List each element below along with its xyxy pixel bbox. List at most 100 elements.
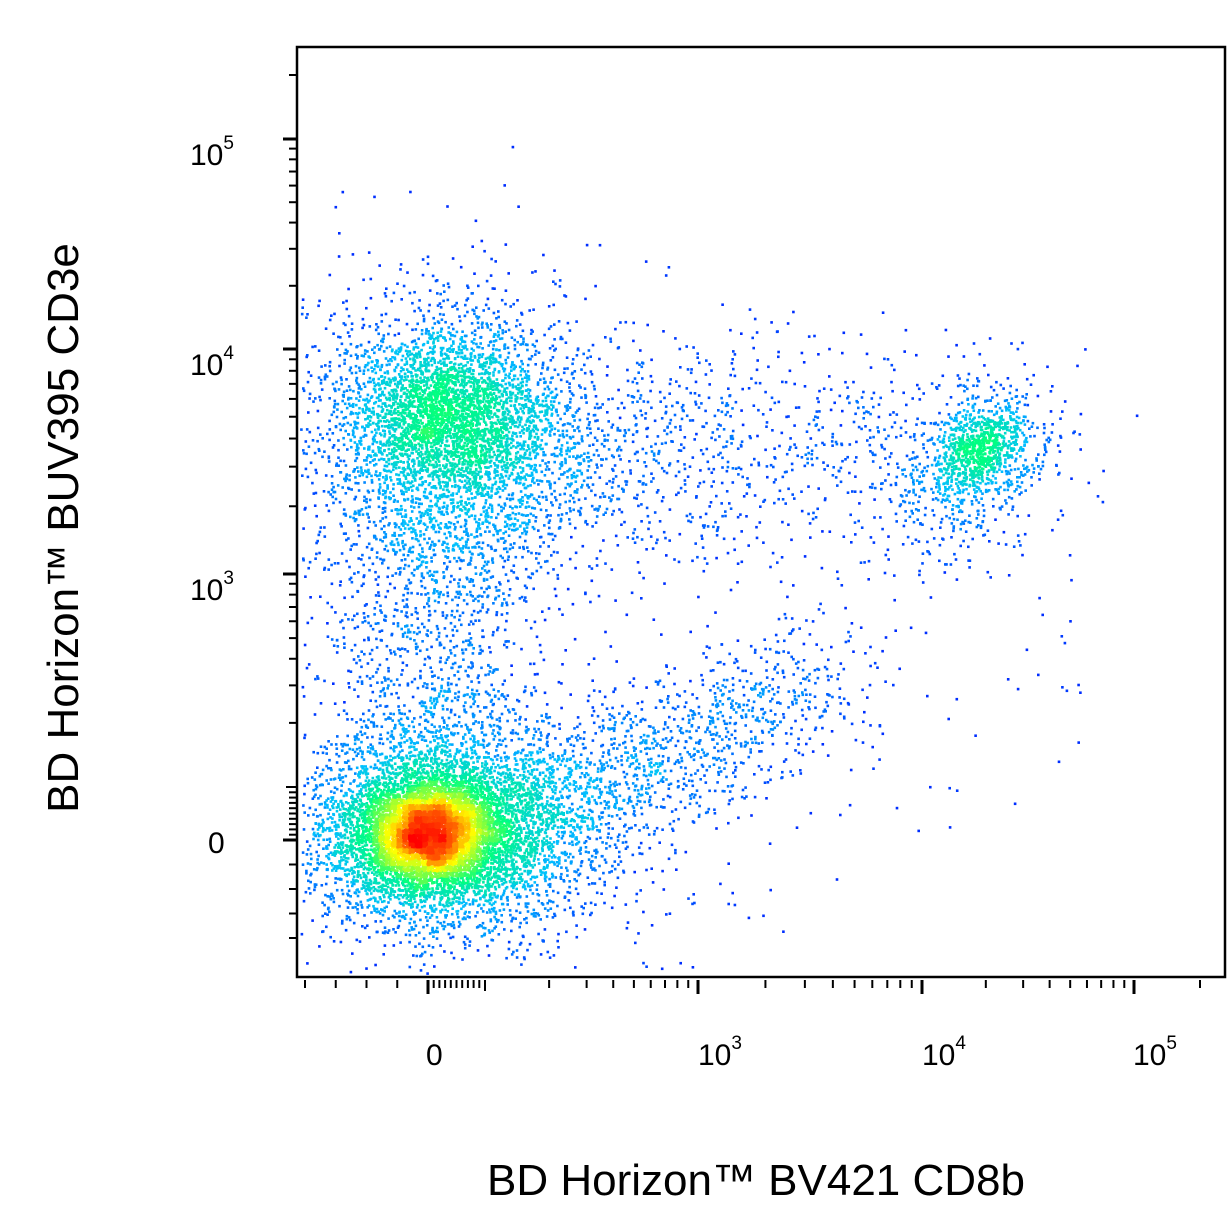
event-dot	[420, 329, 424, 332]
event-dot	[662, 685, 666, 689]
event-dot	[502, 908, 506, 911]
event-dot	[548, 519, 552, 522]
event-dot	[764, 686, 768, 689]
event-dot	[571, 496, 575, 500]
event-dot	[304, 575, 307, 578]
event-dot	[342, 393, 345, 397]
event-dot	[314, 397, 317, 400]
event-dot	[973, 495, 976, 498]
event-dot	[434, 530, 438, 534]
event-dot	[546, 901, 549, 905]
event-dot	[791, 468, 794, 472]
event-dot	[880, 482, 883, 485]
event-dot	[665, 913, 668, 916]
event-dot	[479, 336, 482, 339]
event-dot	[660, 746, 663, 750]
event-dot	[823, 468, 826, 471]
event-dot	[400, 627, 403, 631]
event-dot	[346, 331, 350, 334]
event-dot	[376, 325, 380, 329]
event-dot	[512, 708, 516, 712]
event-dot	[608, 780, 612, 784]
event-dot	[353, 468, 356, 471]
event-dot	[345, 307, 349, 311]
event-dot	[904, 510, 907, 513]
event-dot	[420, 572, 424, 575]
event-dot	[795, 701, 798, 705]
event-dot	[439, 921, 442, 925]
event-dot	[560, 682, 563, 685]
event-dot	[635, 430, 639, 433]
event-dot	[582, 458, 585, 461]
event-dot	[384, 535, 388, 539]
event-dot	[395, 912, 398, 915]
event-dot	[739, 742, 743, 745]
event-dot	[1026, 419, 1030, 423]
event-dot	[520, 311, 523, 315]
event-dot	[314, 345, 317, 348]
event-dot	[620, 487, 624, 491]
event-dot	[466, 284, 469, 288]
event-dot	[573, 370, 577, 373]
event-dot	[392, 291, 396, 295]
event-dot	[1047, 440, 1051, 444]
event-dot	[444, 699, 448, 702]
event-dot	[422, 317, 426, 321]
event-dot	[991, 396, 994, 399]
event-dot	[757, 463, 761, 467]
event-dot	[459, 593, 463, 596]
event-dot	[384, 615, 388, 618]
event-dot	[586, 434, 590, 437]
event-dot	[342, 768, 345, 771]
event-dot	[642, 481, 645, 485]
event-dot	[414, 945, 417, 948]
event-dot	[657, 461, 660, 465]
event-dot	[869, 412, 872, 416]
event-dot	[563, 367, 566, 370]
event-dot	[581, 544, 585, 548]
event-dot	[935, 482, 939, 485]
event-dot	[712, 669, 715, 672]
event-dot	[481, 738, 485, 742]
event-dot	[367, 505, 371, 508]
event-dot	[850, 541, 853, 544]
event-dot	[367, 638, 370, 642]
event-dot	[834, 440, 838, 444]
event-dot	[807, 485, 810, 488]
event-dot	[309, 863, 312, 866]
event-dot	[643, 768, 646, 772]
event-dot	[458, 614, 462, 618]
event-dot	[731, 683, 735, 687]
event-dot	[502, 695, 506, 698]
event-dot	[683, 436, 687, 439]
event-dot	[516, 299, 519, 302]
event-dot	[557, 527, 561, 530]
event-dot	[425, 327, 428, 331]
event-dot	[591, 868, 594, 871]
event-dot	[617, 388, 620, 392]
event-dot	[602, 871, 605, 875]
event-dot	[618, 782, 621, 786]
event-dot	[346, 884, 349, 888]
event-dot	[1087, 481, 1091, 485]
event-dot	[661, 869, 664, 873]
event-dot	[535, 339, 538, 343]
event-dot	[1057, 473, 1060, 476]
event-dot	[362, 369, 366, 372]
event-dot	[667, 787, 671, 790]
event-dot	[793, 691, 796, 694]
event-dot	[307, 814, 310, 817]
event-dot	[727, 697, 730, 701]
event-dot	[554, 387, 558, 391]
event-dot	[485, 322, 488, 325]
event-dot	[302, 449, 305, 452]
event-dot	[320, 884, 324, 887]
event-dot	[435, 570, 439, 574]
event-dot	[674, 425, 677, 429]
event-dot	[814, 516, 818, 519]
event-dot	[385, 363, 389, 367]
event-dot	[569, 693, 572, 696]
event-dot	[692, 758, 696, 762]
event-dot	[555, 393, 559, 397]
event-dot	[317, 797, 320, 800]
